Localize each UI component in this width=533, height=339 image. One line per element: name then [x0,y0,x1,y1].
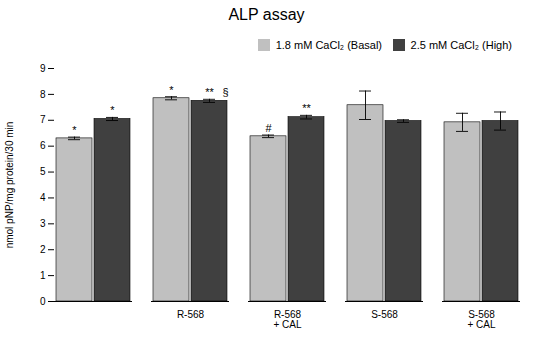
svg-text:R-568+ CAL: R-568+ CAL [273,309,302,330]
svg-text:6: 6 [40,140,46,151]
svg-text:2: 2 [40,244,46,255]
svg-text:0: 0 [40,296,46,307]
svg-text:§: § [222,86,228,98]
svg-text:*: * [169,84,174,96]
svg-text:#: # [265,122,272,134]
svg-text:4: 4 [40,192,46,203]
svg-text:**: ** [205,86,214,98]
svg-text:7: 7 [40,114,46,125]
html-text:2.5 mM CaCl₂ (High): 2.5 mM CaCl₂ (High) [410,38,512,51]
svg-text:**: ** [302,102,311,114]
svg-text:8: 8 [40,89,46,100]
svg-text:1: 1 [40,270,46,281]
svg-text:3: 3 [40,218,46,229]
svg-text:S-568+ CAL: S-568+ CAL [467,309,496,330]
svg-text:9: 9 [40,63,46,74]
html-text:1.8 mM CaCl₂ (Basal): 1.8 mM CaCl₂ (Basal) [275,38,382,51]
svg-text:*: * [110,104,115,116]
html-text:ALP assay: ALP assay [228,6,305,23]
svg-text:nmol pNP/mg protein/30 min: nmol pNP/mg protein/30 min [4,122,15,249]
svg-text:S-568: S-568 [371,309,398,320]
svg-text:*: * [72,124,77,136]
svg-text:5: 5 [40,166,46,177]
svg-text:R-568: R-568 [177,309,205,320]
